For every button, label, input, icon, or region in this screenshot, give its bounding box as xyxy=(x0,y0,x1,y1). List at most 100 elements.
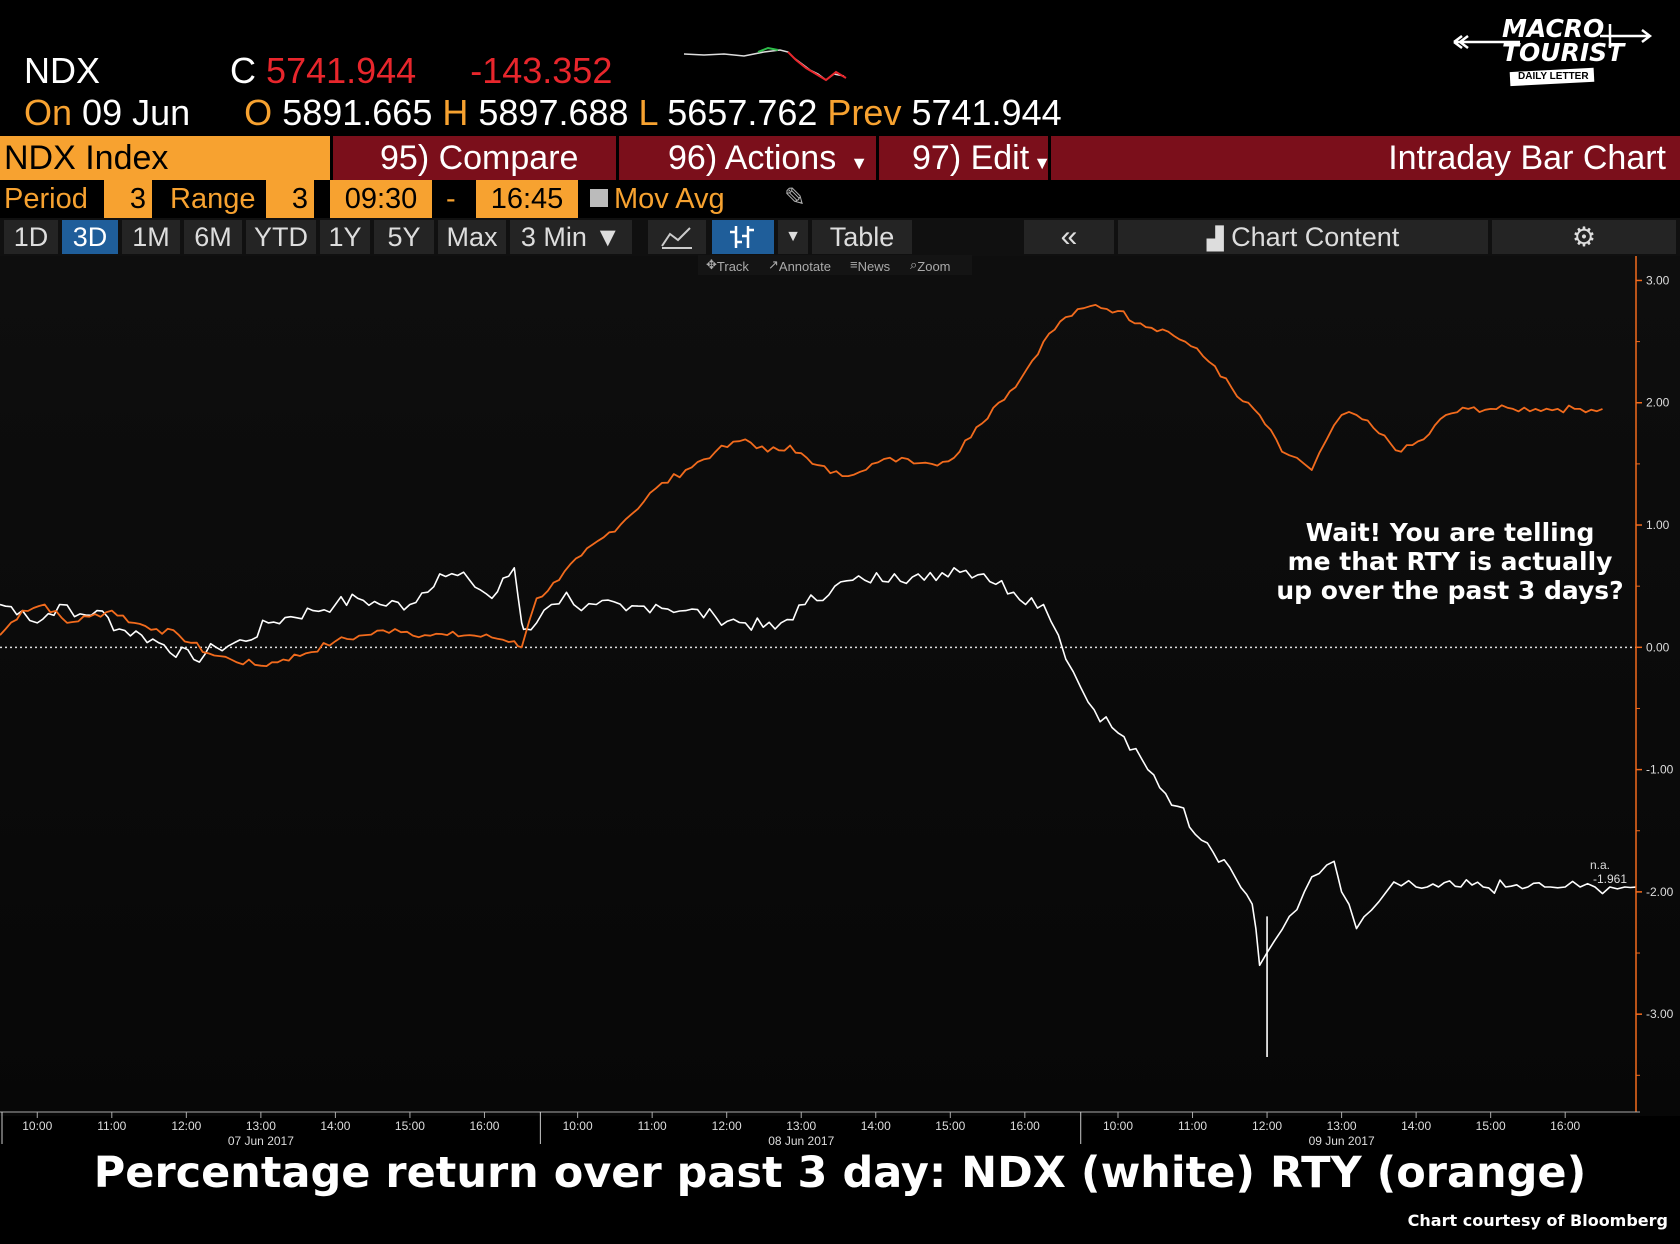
last-value-na: n.a. xyxy=(1590,858,1610,872)
annotation-line-3: up over the past 3 days? xyxy=(1276,576,1624,605)
range-tabs: 1D 3D 1M 6M YTD 1Y 5Y Max 3 Min ▼ ▼ Tabl… xyxy=(0,218,1680,256)
logo-arrows xyxy=(1453,24,1653,87)
security-field[interactable]: NDX Index xyxy=(0,136,330,180)
tab-max[interactable]: Max xyxy=(438,220,506,254)
mov-avg-label: Mov Avg xyxy=(614,183,725,215)
track-button[interactable]: ✥ Track xyxy=(706,257,749,274)
tab-ytd[interactable]: YTD xyxy=(246,220,316,254)
period-bar: Period 3 Range 3 09:30 - 16:45 Mov Avg ✎ xyxy=(0,180,1680,218)
track-label: Track xyxy=(716,259,749,274)
low-label: L xyxy=(638,92,658,133)
x-tick-label: 13:00 xyxy=(246,1119,276,1133)
x-tick-label: 16:00 xyxy=(1550,1119,1580,1133)
tab-5y[interactable]: 5Y xyxy=(374,220,434,254)
x-tick-label: 10:00 xyxy=(22,1119,52,1133)
y-tick-label: 1.00 xyxy=(1646,518,1670,532)
x-tick-label: 14:00 xyxy=(1401,1119,1431,1133)
edit-caret-icon: ▼ xyxy=(1033,153,1052,173)
logo-line-2: TOURIST xyxy=(1502,38,1625,67)
x-tick-label: 10:00 xyxy=(1103,1119,1133,1133)
open-label: O xyxy=(244,92,273,133)
x-tick-label: 12:00 xyxy=(712,1119,742,1133)
time-dash: - xyxy=(446,183,456,215)
ndx-line xyxy=(0,567,1637,967)
x-tick-label: 13:00 xyxy=(1327,1119,1357,1133)
news-button[interactable]: ≡ News xyxy=(850,257,891,274)
x-tick-label: 15:00 xyxy=(935,1119,965,1133)
quote-header: NDX C 5741.944 -143.352 On 09 Jun O 5891… xyxy=(0,0,1680,136)
period-label: Period xyxy=(4,183,88,215)
date-label: 08 Jun 2017 xyxy=(768,1134,834,1148)
chart-type-caret-icon[interactable]: ▼ xyxy=(778,220,808,254)
annotate-label: Annotate xyxy=(778,259,831,274)
x-tick-label: 14:00 xyxy=(861,1119,891,1133)
macro-tourist-logo: MACRO TOURIST DAILY LETTER xyxy=(1450,12,1660,87)
chart-content-icon: ▟ xyxy=(1206,226,1224,251)
zoom-button[interactable]: ⌕ Zoom xyxy=(910,257,951,274)
interval-select[interactable]: 3 Min ▼ xyxy=(510,220,632,254)
close-label: C xyxy=(230,50,257,91)
actions-menu[interactable]: 96) Actions ▼ xyxy=(668,136,868,180)
prev-value: 5741.944 xyxy=(911,92,1062,133)
tab-1m[interactable]: 1M xyxy=(122,220,180,254)
tab-1d[interactable]: 1D xyxy=(4,220,58,254)
chart-content-label: Chart Content xyxy=(1231,222,1400,252)
y-tick-label: -3.00 xyxy=(1646,1007,1674,1021)
quote-line-2: On 09 Jun O 5891.665 H 5897.688 L 5657.7… xyxy=(24,92,1062,134)
end-time-input[interactable]: 16:45 xyxy=(476,180,578,218)
rty-line xyxy=(0,304,1603,667)
caption-band xyxy=(0,1148,1680,1244)
x-tick-label: 11:00 xyxy=(638,1119,667,1133)
annotation-line-2: me that RTY is actually xyxy=(1287,547,1613,576)
bar-chart-icon[interactable] xyxy=(712,220,774,254)
x-tick-label: 12:00 xyxy=(1252,1119,1282,1133)
x-tick-label: 16:00 xyxy=(469,1119,499,1133)
start-time-input[interactable]: 09:30 xyxy=(330,180,432,218)
mov-avg-checkbox[interactable] xyxy=(590,189,608,207)
collapse-icon[interactable]: « xyxy=(1024,220,1114,254)
chart: 3.00 2.00 1.00 0.00 -1.00 -2.00 -3.00 10:00 11:… xyxy=(0,256,1674,1148)
chart-caption: Percentage return over past 3 day: NDX (… xyxy=(93,1148,1587,1198)
y-tick-label: -2.00 xyxy=(1646,885,1674,899)
last-value-label: n.a.-1.961 xyxy=(1590,858,1627,886)
pencil-icon[interactable]: ✎ xyxy=(784,182,806,212)
high-label: H xyxy=(442,92,469,133)
net-change: -143.352 xyxy=(470,50,613,91)
prev-label: Prev xyxy=(827,92,902,133)
high-value: 5897.688 xyxy=(478,92,629,133)
range-input[interactable]: 3 xyxy=(266,180,314,218)
on-label: On xyxy=(24,92,73,133)
chart-mini-toolbar: ✥ Track ↗ Annotate ≡ News ⌕ Zoom xyxy=(698,255,972,275)
tab-3d[interactable]: 3D xyxy=(62,220,118,254)
x-tick-label: 14:00 xyxy=(320,1119,350,1133)
table-button[interactable]: Table xyxy=(812,220,912,254)
quote-line-1: NDX C 5741.944 -143.352 xyxy=(24,50,612,92)
annotate-button[interactable]: ↗ Annotate xyxy=(768,257,831,274)
settings-gear-icon[interactable]: ⚙ xyxy=(1492,220,1676,254)
tab-6m[interactable]: 6M xyxy=(184,220,242,254)
period-input[interactable]: 3 xyxy=(104,180,152,218)
function-menubar: NDX Index 95) Compare 96) Actions ▼ 97) E… xyxy=(0,136,1680,180)
edit-menu[interactable]: 97) Edit ▼ xyxy=(912,136,1051,180)
chart-name: Intraday Bar Chart xyxy=(1388,139,1666,177)
x-tick-label: 11:00 xyxy=(1178,1119,1207,1133)
x-tick-label: 15:00 xyxy=(395,1119,425,1133)
open-value: 5891.665 xyxy=(282,92,433,133)
ticker: NDX xyxy=(24,50,101,91)
compare-menu[interactable]: 95) Compare xyxy=(380,139,579,177)
date-label: 07 Jun 2017 xyxy=(228,1134,294,1148)
x-tick-label: 15:00 xyxy=(1476,1119,1506,1133)
chart-content-button[interactable]: ▟ Chart Content xyxy=(1118,220,1488,254)
x-tick-label: 10:00 xyxy=(563,1119,593,1133)
x-tick-label: 13:00 xyxy=(786,1119,816,1133)
y-tick-label: 3.00 xyxy=(1646,273,1670,287)
annotation-line-1: Wait! You are telling xyxy=(1305,518,1595,547)
chart-series xyxy=(0,304,1637,1057)
logo-line-3: DAILY LETTER xyxy=(1518,71,1589,82)
plot-area xyxy=(0,256,1680,1116)
last-value-number: -1.961 xyxy=(1593,872,1627,886)
chart-annotation: Wait! You are telling me that RTY is act… xyxy=(1270,518,1630,605)
y-tick-label: 2.00 xyxy=(1646,396,1670,410)
line-chart-icon[interactable] xyxy=(648,220,706,254)
tab-1y[interactable]: 1Y xyxy=(320,220,370,254)
